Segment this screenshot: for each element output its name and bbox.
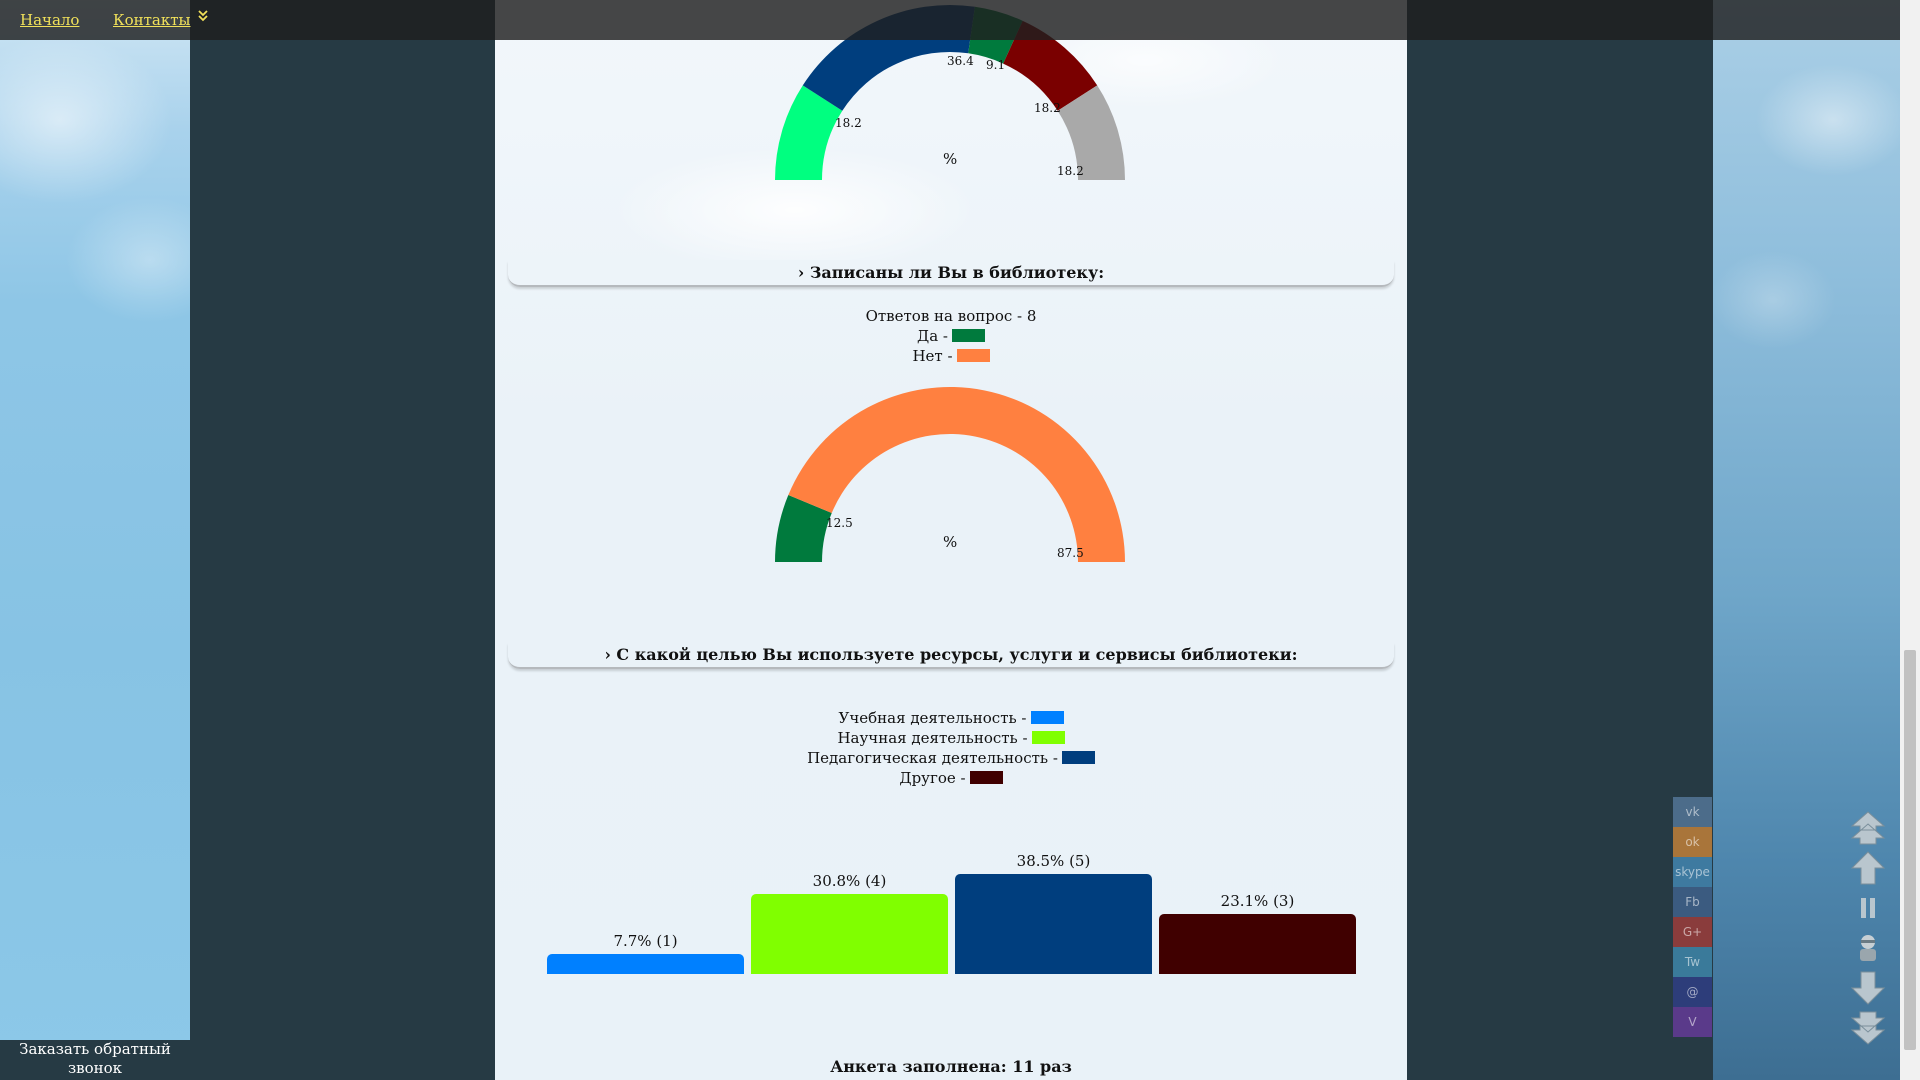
scroll-down-icon[interactable] <box>1848 968 1888 1008</box>
legend-item-science: Научная деятельность - <box>495 729 1407 747</box>
bar-label-3: 38.5% (5) <box>1016 852 1091 870</box>
section-title-library-purpose: › С какой целью Вы используете ресурсы, … <box>508 643 1394 669</box>
bar-4 <box>1159 914 1356 974</box>
gauge-1-segment-1 <box>775 85 843 180</box>
social-share-panel: vk ok skype Fb G+ Tw @ V <box>1673 797 1712 1037</box>
gauge-2-segment-2 <box>788 387 1125 562</box>
gauge-1-label-5: 18.2 <box>1057 164 1084 178</box>
social-share-7[interactable]: @ <box>1673 977 1712 1007</box>
legend-label-study: Учебная деятельность - <box>838 709 1027 727</box>
nav-link-contacts[interactable]: Контакты <box>113 11 191 29</box>
background-right <box>1713 0 1900 1080</box>
gauge-2-segment-1 <box>775 495 832 562</box>
scroll-controls <box>1848 808 1888 1048</box>
background-left <box>0 0 190 1080</box>
legend-label-pedagogy: Педагогическая деятельность - <box>807 749 1058 767</box>
side-panel-left <box>190 0 495 1080</box>
legend-item-yes: Да - <box>495 327 1407 345</box>
social-share-6[interactable]: Tw <box>1673 947 1712 977</box>
answers-count: Ответов на вопрос - 8 <box>865 307 1037 325</box>
social-share-3[interactable]: skype <box>1673 857 1712 887</box>
section-title-library-registration: › Записаны ли Вы в библиотеку: <box>508 261 1394 287</box>
gauge-1-label-2: 36.4 <box>947 54 974 68</box>
person-icon[interactable] <box>1848 928 1888 968</box>
gauge-1-label-1: 18.2 <box>835 116 862 130</box>
gauge-2-percent-sign: % <box>943 533 958 551</box>
scroll-up-icon[interactable] <box>1848 848 1888 888</box>
gauge-1-label-3: 9.1 <box>986 58 1006 72</box>
page-scrollbar[interactable] <box>1900 0 1920 1080</box>
legend-swatch-yes <box>951 329 985 342</box>
legend-item-pedagogy: Педагогическая деятельность - <box>495 749 1407 767</box>
bar-label-1: 7.7% (1) <box>613 932 678 950</box>
social-share-8[interactable]: V <box>1673 1007 1712 1037</box>
gauge-1-segment-4 <box>1003 20 1098 111</box>
gauge-chart-2 <box>775 387 1125 562</box>
legend-label-no: Нет - <box>912 347 953 365</box>
legend-item-no: Нет - <box>495 347 1407 365</box>
legend-swatch-study <box>1030 711 1064 724</box>
bar-1 <box>547 954 744 974</box>
legend-item-study: Учебная деятельность - <box>495 709 1407 727</box>
social-share-5[interactable]: G+ <box>1673 917 1712 947</box>
survey-fill-count: Анкета заполнена: 11 раз <box>830 1057 1072 1076</box>
social-share-1[interactable]: vk <box>1673 797 1712 827</box>
legend-swatch-no <box>956 349 990 362</box>
callback-request-button[interactable]: Заказать обратный звонок <box>0 1040 190 1080</box>
legend-label-yes: Да - <box>917 327 948 345</box>
nav-link-home[interactable]: Начало <box>20 11 80 29</box>
social-share-4[interactable]: Fb <box>1673 887 1712 917</box>
top-navigation: Начало Контакты <box>0 0 1900 40</box>
double-chevron-down-icon[interactable] <box>197 9 209 27</box>
scroll-to-top-icon[interactable] <box>1848 808 1888 848</box>
bar-label-2: 30.8% (4) <box>812 872 887 890</box>
gauge-1-percent-sign: % <box>943 150 958 168</box>
scroll-to-bottom-icon[interactable] <box>1848 1008 1888 1048</box>
gauge-2-label-yes: 12.5 <box>826 516 853 530</box>
scrollbar-thumb[interactable] <box>1904 650 1916 1050</box>
gauge-2-label-no: 87.5 <box>1057 546 1084 560</box>
gauge-1-label-4: 18.2 <box>1034 101 1061 115</box>
pause-icon[interactable] <box>1848 888 1888 928</box>
bar-label-4: 23.1% (3) <box>1220 892 1295 910</box>
legend-label-science: Научная деятельность - <box>837 729 1028 747</box>
gauge-1-segment-5 <box>1057 85 1125 180</box>
legend-swatch-pedagogy <box>1061 751 1095 764</box>
side-panel-right <box>1407 0 1713 1080</box>
legend-item-other: Другое - <box>495 769 1407 787</box>
social-share-2[interactable]: ok <box>1673 827 1712 857</box>
bar-2 <box>751 894 948 974</box>
legend-label-other: Другое - <box>899 769 966 787</box>
legend-swatch-science <box>1031 731 1065 744</box>
legend-swatch-other <box>969 771 1003 784</box>
bar-3 <box>955 874 1152 974</box>
